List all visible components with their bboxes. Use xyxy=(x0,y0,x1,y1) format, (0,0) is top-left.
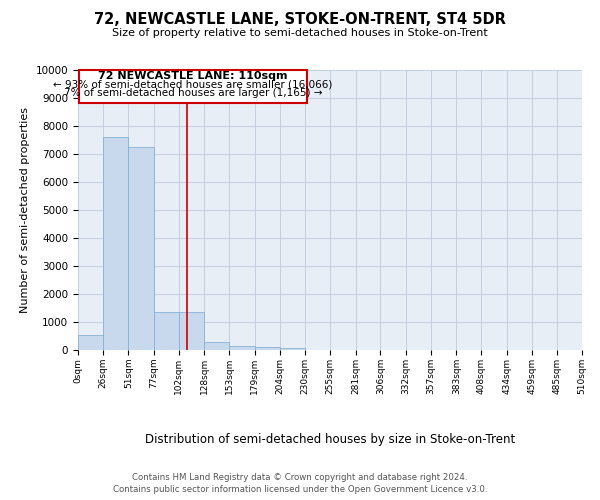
Bar xyxy=(78,334,103,350)
FancyBboxPatch shape xyxy=(79,70,307,103)
Bar xyxy=(103,137,128,350)
Text: Contains public sector information licensed under the Open Government Licence v3: Contains public sector information licen… xyxy=(113,485,487,494)
Bar xyxy=(229,346,255,350)
Bar xyxy=(128,147,154,350)
Text: ← 93% of semi-detached houses are smaller (16,066): ← 93% of semi-detached houses are smalle… xyxy=(53,80,333,90)
Text: Size of property relative to semi-detached houses in Stoke-on-Trent: Size of property relative to semi-detach… xyxy=(112,28,488,38)
Y-axis label: Number of semi-detached properties: Number of semi-detached properties xyxy=(20,107,30,313)
Text: 7% of semi-detached houses are larger (1,165) →: 7% of semi-detached houses are larger (1… xyxy=(64,88,322,99)
Bar xyxy=(205,342,229,350)
Text: Distribution of semi-detached houses by size in Stoke-on-Trent: Distribution of semi-detached houses by … xyxy=(145,432,515,446)
Bar xyxy=(280,348,305,350)
Bar xyxy=(154,312,179,350)
Text: 72, NEWCASTLE LANE, STOKE-ON-TRENT, ST4 5DR: 72, NEWCASTLE LANE, STOKE-ON-TRENT, ST4 … xyxy=(94,12,506,28)
Text: Contains HM Land Registry data © Crown copyright and database right 2024.: Contains HM Land Registry data © Crown c… xyxy=(132,472,468,482)
Bar xyxy=(179,312,205,350)
Text: 72 NEWCASTLE LANE: 110sqm: 72 NEWCASTLE LANE: 110sqm xyxy=(98,71,288,81)
Bar xyxy=(255,347,280,350)
